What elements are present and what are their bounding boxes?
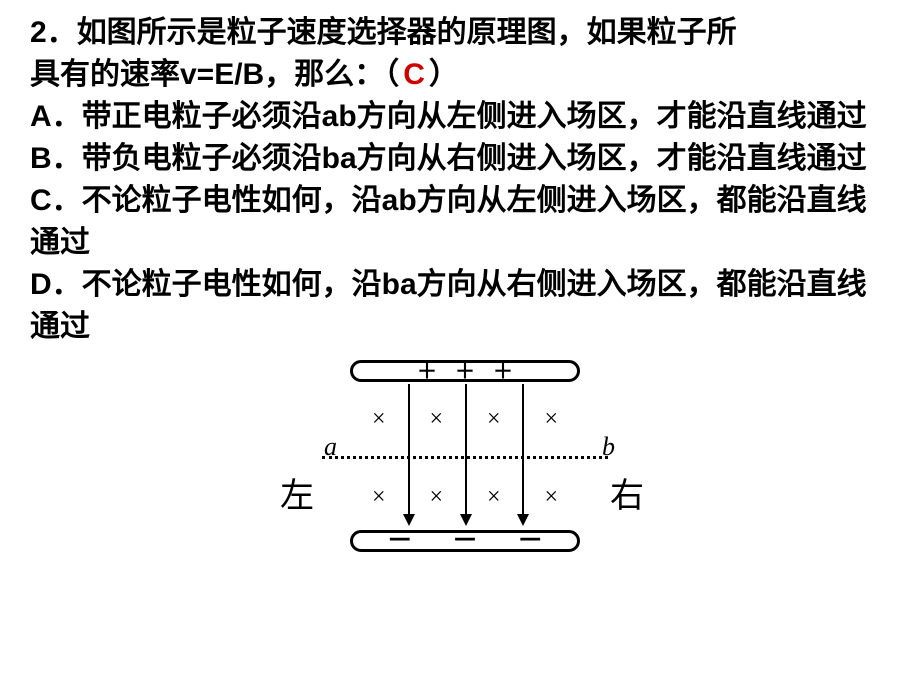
- side-label-left: 左: [280, 468, 314, 517]
- bfield-x-icon: ×: [408, 484, 466, 511]
- velocity-selector-figure: ＋＋＋ － － － × × × × × × × × a b 左 右: [270, 356, 650, 556]
- bfield-row-top: × × × ×: [350, 406, 580, 433]
- bfield-x-icon: ×: [523, 406, 581, 433]
- answer-letter: C: [399, 58, 429, 91]
- option-a: A．带正电粒子必须沿ab方向从左侧进入场区，才能沿直线通过: [30, 96, 890, 138]
- side-label-right: 右: [610, 468, 644, 517]
- option-c: C．不论粒子电性如何，沿ab方向从左侧进入场区，都能沿直线通过: [30, 180, 890, 264]
- particle-path-line: [322, 456, 608, 459]
- bottom-plate: － － －: [350, 530, 580, 552]
- bfield-row-bottom: × × × ×: [350, 484, 580, 511]
- question-number: 2．: [30, 16, 77, 49]
- label-a: a: [324, 432, 337, 462]
- figure-container: ＋＋＋ － － － × × × × × × × × a b 左 右: [30, 356, 890, 561]
- bfield-x-icon: ×: [465, 406, 523, 433]
- bfield-x-icon: ×: [465, 484, 523, 511]
- label-b: b: [602, 432, 615, 462]
- option-d: D．不论粒子电性如何，沿ba方向从右侧进入场区，都能沿直线通过: [30, 264, 890, 348]
- bfield-x-icon: ×: [523, 484, 581, 511]
- stem-text-2a: 具有的速率v=E/B，那么：（: [30, 58, 399, 91]
- stem-text-1: 如图所示是粒子速度选择器的原理图，如果粒子所: [77, 16, 737, 49]
- question-block: 2．如图所示是粒子速度选择器的原理图，如果粒子所 具有的速率v=E/B，那么：（…: [30, 12, 890, 348]
- bfield-x-icon: ×: [408, 406, 466, 433]
- bfield-x-icon: ×: [350, 406, 408, 433]
- bfield-x-icon: ×: [350, 484, 408, 511]
- stem-line-1: 2．如图所示是粒子速度选择器的原理图，如果粒子所: [30, 12, 890, 54]
- top-plate: ＋＋＋: [350, 360, 580, 382]
- option-b: B．带负电粒子必须沿ba方向从右侧进入场区，才能沿直线通过: [30, 138, 890, 180]
- stem-line-2: 具有的速率v=E/B，那么：（C）: [30, 54, 890, 96]
- stem-text-2b: ）: [429, 58, 459, 91]
